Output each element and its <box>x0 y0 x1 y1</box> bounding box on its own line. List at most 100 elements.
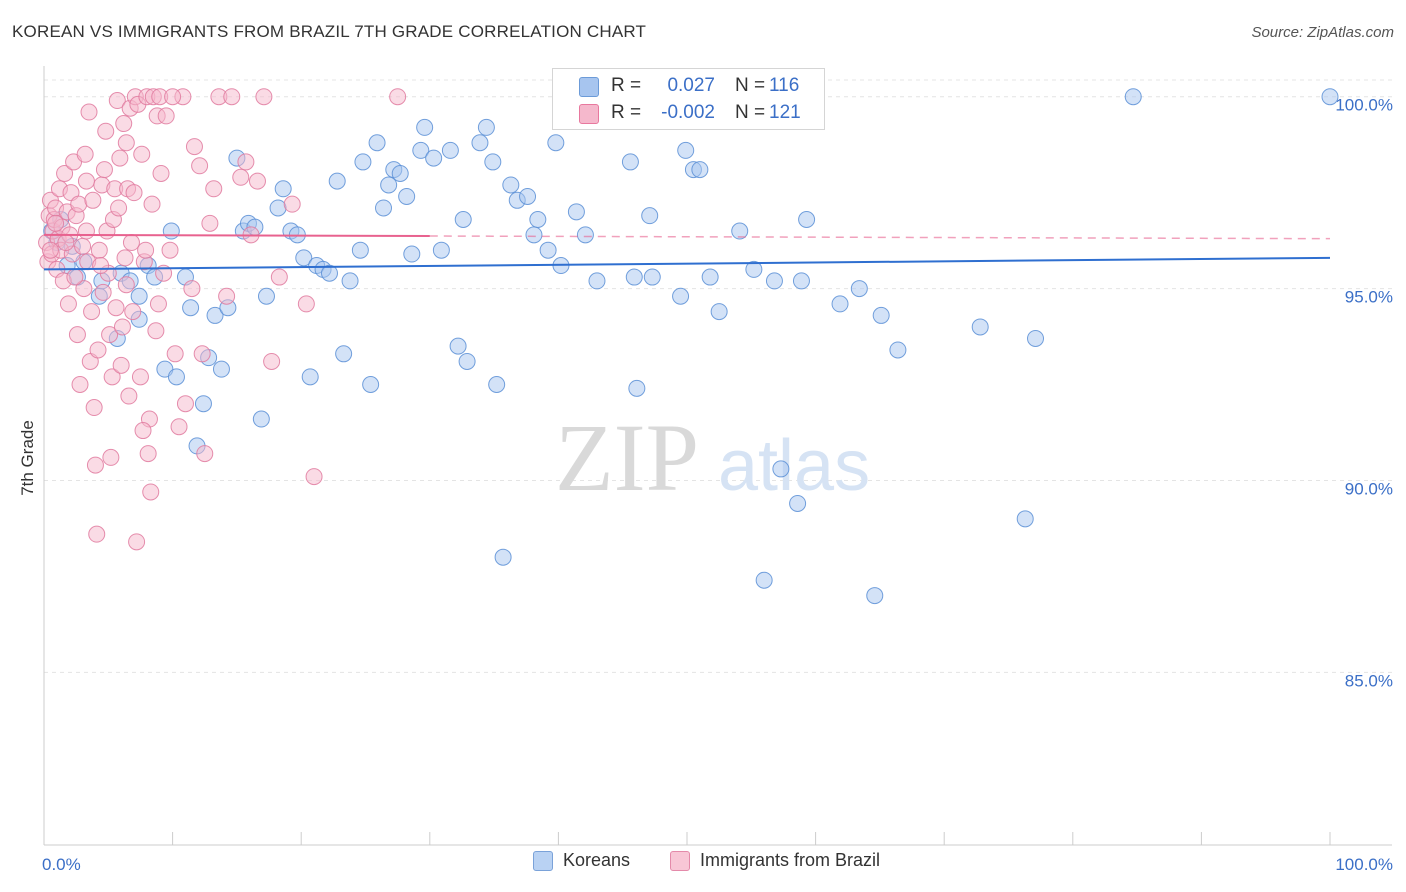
data-point <box>471 134 489 152</box>
data-point <box>866 587 884 605</box>
data-point <box>142 483 160 501</box>
data-point <box>403 245 421 263</box>
data-point <box>74 237 92 255</box>
data-point <box>108 92 126 110</box>
data-point <box>115 115 133 133</box>
data-point <box>255 88 273 106</box>
data-point <box>131 368 149 386</box>
data-point <box>176 395 194 413</box>
data-point <box>116 249 134 267</box>
data-point <box>41 241 59 259</box>
data-point <box>124 303 142 321</box>
data-point <box>628 379 646 397</box>
data-point <box>458 352 476 370</box>
data-point <box>133 145 151 163</box>
data-point <box>71 376 89 394</box>
data-point <box>86 456 104 474</box>
data-point <box>494 548 512 566</box>
data-point <box>850 280 868 298</box>
points <box>38 88 1339 605</box>
data-point <box>416 118 434 136</box>
r-value: 0.027 <box>667 75 715 96</box>
data-point <box>432 241 450 259</box>
chart-title: KOREAN VS IMMIGRANTS FROM BRAZIL 7TH GRA… <box>12 22 647 41</box>
data-point <box>103 368 121 386</box>
watermark-zip: ZIP <box>555 404 699 511</box>
data-point <box>477 118 495 136</box>
data-point <box>351 241 369 259</box>
legend-label-brazil: Immigrants from Brazil <box>700 850 881 870</box>
data-point <box>731 222 749 240</box>
data-point <box>149 295 167 313</box>
data-point <box>772 460 790 478</box>
data-point <box>122 234 140 252</box>
data-point <box>1321 88 1339 106</box>
data-point <box>755 571 773 589</box>
data-point <box>191 157 209 175</box>
data-point <box>539 241 557 259</box>
data-point <box>1027 329 1045 347</box>
data-point <box>576 226 594 244</box>
data-point <box>196 445 214 463</box>
data-point <box>488 376 506 394</box>
data-point <box>270 268 288 286</box>
data-point <box>112 356 130 374</box>
data-point <box>789 494 807 512</box>
chart-source: Source: ZipAtlas.com <box>1251 24 1394 41</box>
data-point <box>391 164 409 182</box>
n-label: N = <box>735 75 766 96</box>
n-value: 116 <box>769 75 800 96</box>
data-point <box>120 387 138 405</box>
n-label: N = <box>735 102 766 123</box>
legend-label-koreans: Koreans <box>563 850 631 870</box>
data-point <box>89 341 107 359</box>
data-point <box>66 268 84 286</box>
data-point <box>162 222 180 240</box>
data-point <box>274 180 292 198</box>
data-point <box>166 345 184 363</box>
data-point <box>701 268 719 286</box>
data-point <box>57 234 75 252</box>
data-point <box>252 410 270 428</box>
data-point <box>130 287 148 305</box>
data-point <box>305 468 323 486</box>
data-point <box>710 303 728 321</box>
data-point <box>320 264 338 282</box>
x-tick-label: 0.0% <box>42 855 81 874</box>
data-point <box>263 352 281 370</box>
trend-line-brazil <box>43 233 430 237</box>
data-point <box>94 283 112 301</box>
data-point <box>128 533 146 551</box>
data-point <box>111 149 129 167</box>
data-point <box>621 153 639 171</box>
data-point <box>745 260 763 278</box>
data-point <box>113 318 131 336</box>
data-point <box>47 214 65 232</box>
data-point <box>398 187 416 205</box>
trend-line-koreans <box>43 256 1331 271</box>
data-point <box>389 88 407 106</box>
data-point <box>449 337 467 355</box>
data-point <box>1016 510 1034 528</box>
legend-item-brazil[interactable]: Immigrants from Brazil <box>670 850 880 871</box>
data-point <box>547 134 565 152</box>
data-point <box>170 418 188 436</box>
data-point <box>143 195 161 213</box>
legend-item-koreans[interactable]: Koreans <box>533 850 630 871</box>
y-tick-label: 95.0% <box>1345 288 1393 307</box>
y-axis-label: 7th Grade <box>18 420 37 496</box>
x-tick-label: 100.0% <box>1335 855 1393 874</box>
data-point <box>193 345 211 363</box>
data-point <box>232 168 250 186</box>
trend-line-brazil-dashed <box>429 235 1331 240</box>
data-point <box>107 299 125 317</box>
data-point <box>167 368 185 386</box>
y-tick-label: 90.0% <box>1345 479 1393 498</box>
data-point <box>137 241 155 259</box>
data-point <box>223 88 241 106</box>
stats-row-brazil: R = -0.002 N = 121 <box>553 100 826 128</box>
data-point <box>643 268 661 286</box>
data-point <box>85 399 103 417</box>
data-point <box>80 103 98 121</box>
koreans-legend-swatch <box>533 850 553 871</box>
